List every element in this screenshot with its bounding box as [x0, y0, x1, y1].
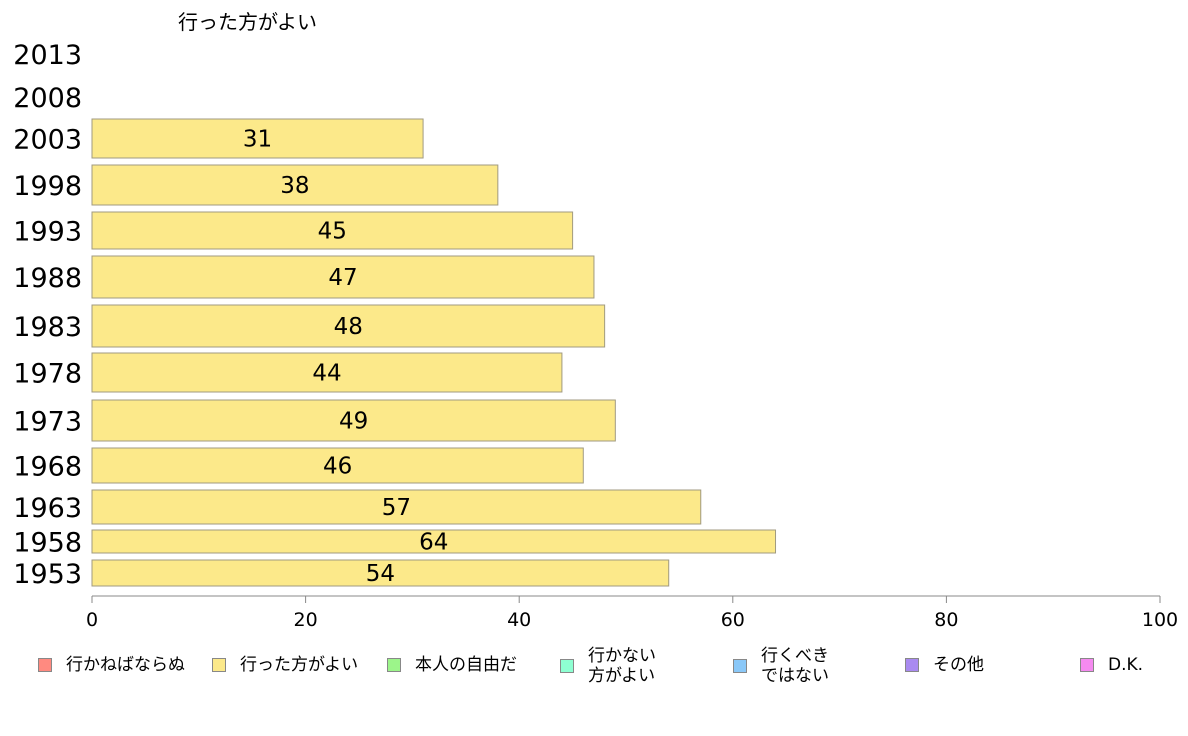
bar: [91, 399, 616, 442]
x-tick-label: 60: [721, 609, 745, 631]
legend-item: 本人の自由だ: [387, 655, 517, 675]
x-tick-label: 40: [507, 609, 531, 631]
chart-title: 行った方がよい: [178, 10, 317, 34]
value-labels-group: 31 38 45 47 48 44 49 46 57 64 54: [243, 127, 449, 588]
legend-swatch: [212, 658, 226, 672]
legend-item: 行かない 方がよい: [560, 646, 656, 686]
legend-item: 行くべき ではない: [733, 646, 829, 686]
bar-value-label: 31: [243, 127, 272, 153]
bar-value-label: 45: [318, 219, 347, 245]
bar-chart: 2013 2008 2003 1998 1993 1988 1983 1978 1973 1968…: [13, 40, 1178, 631]
bar: [91, 559, 670, 587]
legend-item: D.K.: [1080, 655, 1143, 675]
bar: [91, 352, 563, 393]
legend-label: その他: [933, 655, 984, 675]
bar: [91, 489, 702, 525]
bar-value-label: 44: [312, 361, 341, 387]
bar-value-label: 54: [366, 561, 395, 587]
bar-value-label: 46: [323, 454, 352, 480]
legend-item: 行った方がよい: [212, 655, 358, 675]
bars-group: [91, 118, 777, 587]
bar: [91, 164, 499, 206]
year-label: 1958: [13, 528, 82, 559]
legend-label: 行かねばならぬ: [66, 655, 185, 675]
year-label: 1993: [13, 217, 82, 248]
legend-label: 本人の自由だ: [415, 655, 517, 675]
year-label: 1983: [13, 312, 82, 343]
legend-item: 行かねばならぬ: [38, 655, 185, 675]
year-label: 1973: [13, 407, 82, 438]
year-label: 1953: [13, 559, 82, 590]
year-label: 2003: [13, 125, 82, 156]
bar-value-label: 64: [419, 530, 448, 556]
x-tick-label: 20: [294, 609, 318, 631]
x-axis: 0 20 40 60 80 100: [86, 595, 1178, 631]
legend-swatch: [1080, 658, 1094, 672]
legend-swatch: [38, 658, 52, 672]
legend-label: 行くべき ではない: [761, 646, 829, 686]
year-label: 1963: [13, 493, 82, 524]
legend-label: 行った方がよい: [240, 655, 359, 675]
bar-value-label: 47: [328, 265, 357, 291]
x-tick-label: 0: [86, 609, 98, 631]
bar: [91, 304, 606, 348]
bar-value-label: 38: [280, 173, 309, 199]
year-label: 1968: [13, 452, 82, 483]
bar: [91, 211, 574, 250]
legend-swatch: [387, 658, 401, 672]
x-tick-label: 100: [1142, 609, 1178, 631]
legend-item: その他: [905, 655, 984, 675]
year-labels-group: 2013 2008 2003 1998 1993 1988 1983 1978 1973 1968…: [13, 40, 82, 590]
year-label: 1988: [13, 263, 82, 294]
legend-swatch: [905, 658, 919, 672]
bar: [91, 447, 584, 484]
bar-value-label: 57: [382, 495, 411, 521]
year-label: 2013: [13, 40, 82, 71]
x-tick-label: 80: [934, 609, 958, 631]
year-label: 2008: [13, 83, 82, 114]
bar-value-label: 48: [334, 314, 363, 340]
year-label: 1998: [13, 171, 82, 202]
legend: 行かねばならぬ 行った方がよい 本人の自由だ 行かない 方がよい 行くべき ではない その…: [0, 646, 1188, 696]
legend-swatch: [560, 659, 574, 673]
legend-swatch: [733, 659, 747, 673]
bar-value-label: 49: [339, 409, 368, 435]
year-label: 1978: [13, 359, 82, 390]
bar: [91, 529, 777, 554]
legend-label: 行かない 方がよい: [588, 646, 656, 686]
bar: [91, 118, 424, 159]
legend-label: D.K.: [1108, 655, 1144, 675]
bar: [91, 255, 595, 299]
